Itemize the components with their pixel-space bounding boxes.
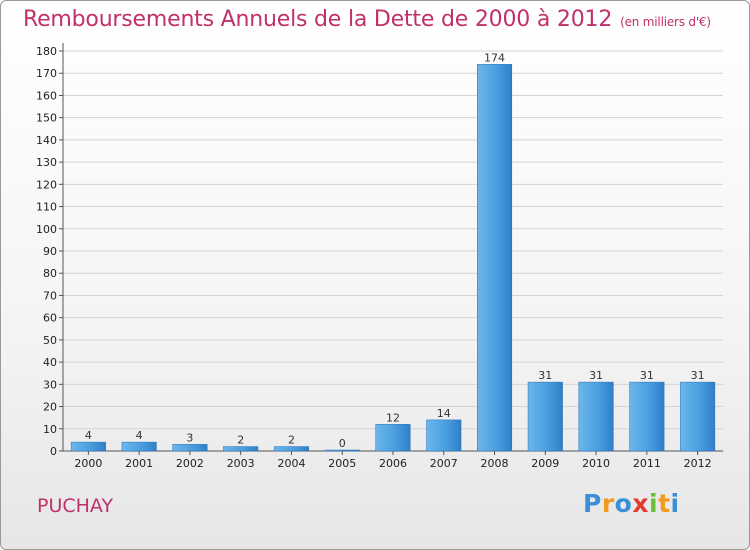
- y-tick-label: 40: [43, 356, 57, 369]
- bar: [70, 441, 106, 452]
- bar: [527, 381, 563, 452]
- y-tick-label: 90: [43, 245, 57, 258]
- bars: [70, 64, 716, 452]
- y-tick-label: 110: [36, 201, 57, 214]
- x-tick-label: 2008: [481, 457, 509, 470]
- data-label: 4: [85, 429, 92, 442]
- chart-subtitle: (en milliers d'€): [620, 15, 711, 29]
- y-tick-label: 160: [36, 89, 57, 102]
- axes: [62, 43, 723, 452]
- y-tick-label: 70: [43, 289, 57, 302]
- bar: [578, 381, 614, 452]
- y-tick-label: 120: [36, 178, 57, 191]
- x-tick-label: 2012: [684, 457, 712, 470]
- y-tick-label: 30: [43, 378, 57, 391]
- y-tick-label: 140: [36, 134, 57, 147]
- data-label: 174: [484, 51, 505, 64]
- y-tick-label: 80: [43, 267, 57, 280]
- logo-letter: i: [649, 489, 659, 518]
- y-tick-label: 20: [43, 401, 57, 414]
- logo-letter: P: [583, 489, 602, 518]
- data-label: 31: [538, 369, 552, 382]
- logo-letter: o: [614, 489, 633, 518]
- x-tick-label: 2005: [328, 457, 356, 470]
- data-label: 2: [237, 434, 244, 447]
- y-tick-label: 130: [36, 156, 57, 169]
- data-label: 31: [589, 369, 603, 382]
- proxiti-logo: Proxiti: [583, 489, 680, 518]
- bar: [375, 424, 411, 452]
- x-tick-label: 2009: [531, 457, 559, 470]
- y-tick-label: 170: [36, 67, 57, 80]
- bar: [477, 64, 513, 452]
- logo-letter: t: [658, 489, 671, 518]
- logo-letter: i: [670, 489, 680, 518]
- x-tick-label: 2004: [277, 457, 305, 470]
- x-tick-label: 2003: [227, 457, 255, 470]
- data-label: 31: [691, 369, 705, 382]
- x-tick-label: 2011: [633, 457, 661, 470]
- y-tick-label: 0: [50, 445, 57, 458]
- y-tick-labels: 0 10 20 30 40 50 60 70 80 90 100 110 120 130 140 150 160…: [36, 45, 57, 458]
- bar: [324, 449, 360, 452]
- data-label: 31: [640, 369, 654, 382]
- bar: [172, 444, 208, 452]
- x-tick-label: 2001: [125, 457, 153, 470]
- y-tick-label: 60: [43, 312, 57, 325]
- data-label: 2: [288, 434, 295, 447]
- bar: [680, 381, 716, 452]
- x-tick-label: 2000: [74, 457, 102, 470]
- logo-letter: r: [601, 489, 615, 518]
- data-label: 14: [437, 407, 451, 420]
- bar: [273, 446, 309, 452]
- logo-letter: x: [632, 489, 649, 518]
- y-tick-label: 150: [36, 112, 57, 125]
- data-labels: 4 4 3 2 2 0 12 14 174 31 31 31 31: [85, 51, 705, 450]
- data-label: 0: [339, 437, 346, 450]
- data-label: 12: [386, 411, 400, 424]
- y-tick-label: 10: [43, 423, 57, 436]
- x-tick-label: 2010: [582, 457, 610, 470]
- x-tick-label: 2007: [430, 457, 458, 470]
- place-name: PUCHAY: [37, 495, 114, 517]
- chart-title-text: Remboursements Annuels de la Dette de 20…: [23, 7, 613, 32]
- bar: [223, 446, 259, 452]
- chart-title: Remboursements Annuels de la Dette de 20…: [23, 7, 711, 32]
- x-tick-labels: 2000 2001 2002 2003 2004 2005 2006 2007 2008 2009…: [74, 451, 712, 470]
- bar: [121, 441, 157, 452]
- x-tick-label: 2006: [379, 457, 407, 470]
- data-label: 3: [186, 431, 193, 444]
- data-label: 4: [136, 429, 143, 442]
- x-tick-label: 2002: [176, 457, 204, 470]
- bar: [426, 419, 462, 452]
- y-tick-label: 180: [36, 45, 57, 58]
- bar: [629, 381, 665, 452]
- y-tick-label: 100: [36, 223, 57, 236]
- grid-lines: [59, 50, 723, 452]
- y-tick-label: 50: [43, 334, 57, 347]
